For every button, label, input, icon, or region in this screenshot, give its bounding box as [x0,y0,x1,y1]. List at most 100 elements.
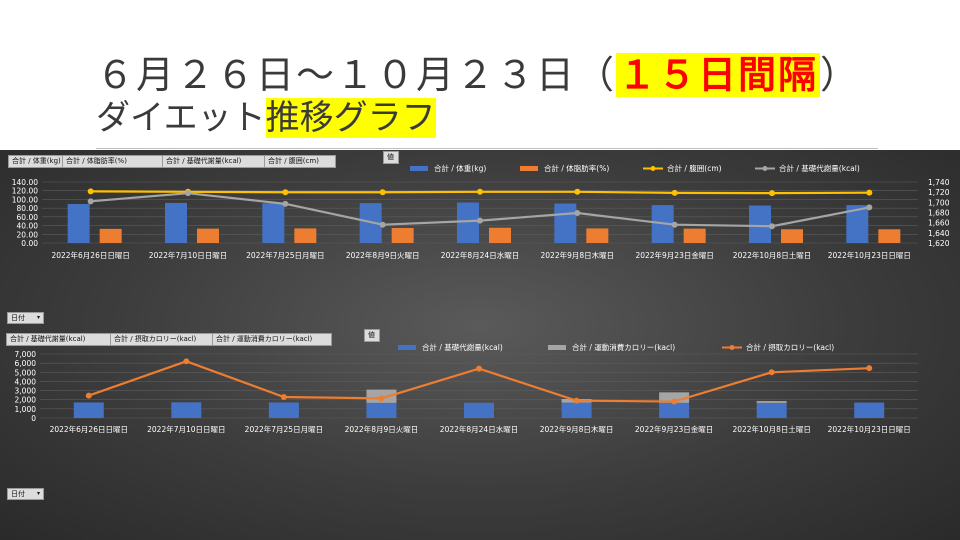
x-tick-label: 2022年7月25日月曜日 [245,424,323,434]
chart1-date-filter-button[interactable]: 日付 ▾ [7,312,44,324]
bar [561,402,592,418]
line-point [573,397,580,404]
chart1-values-button[interactable]: 値 [383,151,399,164]
y-left-tick-label: 20.00 [17,230,39,239]
weight-trend-chart: 0.0020.0040.0060.0080.00100.00120.00140.… [12,163,950,260]
slide-subtitle: ダイエット推移グラフ [96,90,436,139]
date-filter-label: 日付 [11,490,25,498]
bar [99,228,122,243]
legend-label: 合計 / 運動消費カロリー(kacl) [572,342,675,352]
bar [749,205,771,243]
title-highlight: １５日間隔 [616,53,821,97]
y-tick-label: 7,000 [15,350,37,359]
line-point [477,188,483,195]
x-tick-label: 2022年6月26日日曜日 [51,250,129,260]
chart2-values-button[interactable]: 値 [364,329,380,342]
line-point [477,217,483,224]
line-point [671,221,678,228]
y-tick-label: 5,000 [15,368,37,377]
legend-label: 合計 / 体脂肪率(%) [544,163,609,173]
subtitle-highlight: 推移グラフ [265,98,436,138]
line-point [185,190,191,197]
legend-swatch [548,345,566,350]
legend-swatch [762,166,768,171]
bar [756,401,787,403]
dropdown-arrow-icon: ▾ [36,490,40,497]
y-tick-label: 6,000 [15,359,37,368]
bar [781,229,803,243]
line-point [379,189,386,196]
x-tick-label: 2022年7月10日日曜日 [147,424,225,434]
x-tick-label: 2022年9月23日金曜日 [635,424,713,434]
bar [846,205,869,243]
legend-swatch [729,345,735,350]
line-point [866,204,873,211]
chart2-date-filter-button[interactable]: 日付 ▾ [7,488,44,500]
chart2-field-button[interactable]: 合計 / 摂取カロリー(kacl) [110,333,214,346]
chart1-field-button[interactable]: 合計 / 体脂肪率(%) [62,155,164,168]
line-point [769,190,775,197]
line-point [574,188,581,195]
line-point [671,189,678,196]
chart1-field-button[interactable]: 合計 / 体重(kg) [8,155,64,168]
y-tick-label: 0 [31,414,36,423]
legend-swatch [650,166,656,171]
bar [171,402,202,418]
y-tick-label: 3,000 [15,387,37,396]
bar [756,402,787,418]
line-point [866,365,873,372]
x-tick-label: 2022年10月23日日曜日 [828,250,911,260]
y-left-tick-label: 100.00 [12,195,38,204]
y-left-tick-label: 80.00 [17,204,39,213]
bar [366,402,397,418]
x-tick-label: 2022年8月24日水曜日 [441,250,519,260]
legend-label: 合計 / 基礎代謝量(kcal) [422,342,503,352]
line-point [768,369,775,376]
date-filter-label: 日付 [11,314,25,322]
chart1-field-button[interactable]: 合計 / 基礎代謝量(kcal) [162,155,266,168]
bar [165,202,187,243]
bar [659,392,690,403]
bar [878,229,901,243]
x-tick-label: 2022年9月23日金曜日 [635,250,713,260]
legend-swatch [410,166,428,171]
x-tick-label: 2022年9月8日木曜日 [541,250,615,260]
line-point [866,189,873,196]
legend-label: 合計 / 腹囲(cm) [667,163,722,173]
x-tick-label: 2022年8月9日火曜日 [345,424,419,434]
line-point [183,358,190,365]
line-point [85,392,92,399]
y-tick-label: 4,000 [15,377,37,386]
x-tick-label: 2022年9月8日木曜日 [540,424,614,434]
line-point [87,198,94,205]
y-tick-label: 1,000 [15,405,37,414]
y-left-tick-label: 140.00 [12,178,38,187]
subtitle-prefix: ダイエット [96,98,266,138]
x-tick-label: 2022年8月24日水曜日 [440,424,518,434]
chart1-field-button[interactable]: 合計 / 腹囲(cm) [264,155,336,168]
line-point [574,210,581,217]
line-point [378,395,385,402]
line-point [282,200,289,207]
y-left-tick-label: 0.00 [21,239,38,248]
x-tick-label: 2022年6月26日日曜日 [50,424,128,434]
dropdown-arrow-icon: ▾ [36,314,40,321]
y-right-tick-label: 1,720 [928,188,950,197]
x-tick-label: 2022年7月25日月曜日 [246,250,324,260]
bar [268,402,299,418]
line-point [282,189,289,196]
x-tick-label: 2022年10月8日土曜日 [733,250,811,260]
bar [67,204,90,243]
chart2-field-button[interactable]: 合計 / 基礎代謝量(kcal) [6,333,112,346]
line-point [87,188,94,195]
bar [683,228,706,243]
line-point [671,398,678,405]
y-tick-label: 2,000 [15,396,37,405]
bar [457,202,479,243]
chart2-field-button[interactable]: 合計 / 運動消費カロリー(kacl) [212,333,332,346]
y-left-tick-label: 40.00 [17,222,39,231]
bar [586,228,609,243]
x-tick-label: 2022年7月10日日曜日 [149,250,227,260]
bar [262,203,285,243]
